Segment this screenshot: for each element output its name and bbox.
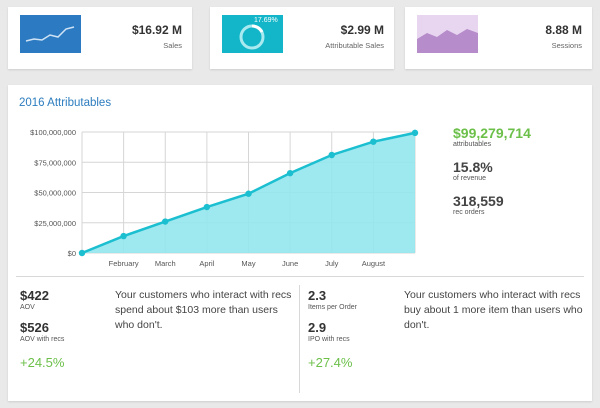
data-point bbox=[203, 203, 211, 211]
attributable-thumbnail bbox=[222, 15, 283, 53]
y-tick-label: $50,000,000 bbox=[34, 189, 76, 198]
sales-thumbnail-bg bbox=[20, 15, 81, 53]
y-tick-label: $100,000,000 bbox=[30, 128, 76, 137]
x-tick-label: May bbox=[241, 259, 255, 268]
side-stat-rec-orders: 318,559 rec orders bbox=[453, 193, 504, 216]
x-tick-label: March bbox=[155, 259, 176, 268]
ipo-change: +27.4% bbox=[308, 355, 353, 370]
attributable-sales-label: Attributable Sales bbox=[325, 41, 384, 50]
card-title: 2016 Attributables bbox=[19, 97, 112, 109]
data-point bbox=[370, 138, 377, 145]
sessions-label: Sessions bbox=[551, 41, 582, 50]
aov-with-recs-value: $526 bbox=[20, 320, 49, 335]
ipo-value: 2.3 bbox=[308, 288, 327, 303]
x-tick-label: February bbox=[109, 259, 139, 268]
ipo-label: Items per Order bbox=[308, 304, 358, 311]
aov-label: AOV bbox=[20, 304, 35, 311]
sales-label: Sales bbox=[163, 41, 182, 50]
column-divider bbox=[299, 285, 300, 393]
section-divider bbox=[16, 276, 584, 277]
side-stat-value: 15.8% bbox=[453, 159, 493, 175]
data-point bbox=[411, 129, 419, 137]
side-stat-value: $99,279,714 bbox=[453, 125, 531, 141]
line-chart-icon bbox=[25, 26, 75, 42]
donut-percent: 17.69% bbox=[254, 17, 278, 24]
aov-blurb: Your customers who interact with recs sp… bbox=[115, 289, 292, 331]
kpi-card-attributable-sales[interactable]: 17.69% $2.99 M Attributable Sales bbox=[210, 7, 394, 69]
attributables-chart: $0 $25,000,000 $50,000,000 $75,000,000 $100,… bbox=[30, 128, 419, 268]
side-stat-label: rec orders bbox=[453, 209, 485, 216]
ipo-with-recs-value: 2.9 bbox=[308, 320, 327, 335]
attributables-card: 2016 Attributables $0 $25,000,000 $50,000,… bbox=[8, 85, 592, 401]
data-point bbox=[328, 151, 335, 159]
kpi-card-sessions[interactable]: 8.88 M Sessions bbox=[405, 7, 592, 69]
side-stat-value: 318,559 bbox=[453, 193, 504, 209]
data-point bbox=[120, 232, 127, 240]
kpi-card-sales[interactable]: $16.92 M Sales bbox=[8, 7, 192, 69]
x-tick-label: August bbox=[362, 259, 386, 268]
attributable-sales-value: $2.99 M bbox=[340, 23, 384, 37]
donut-segment bbox=[251, 24, 264, 33]
side-stat-attributables: $99,279,714 attributables bbox=[453, 125, 531, 148]
ipo-blurb: Your customers who interact with recs bu… bbox=[404, 289, 583, 331]
x-tick-label: July bbox=[325, 259, 339, 268]
sales-value: $16.92 M bbox=[131, 23, 182, 37]
data-point bbox=[286, 169, 294, 177]
data-point bbox=[245, 190, 252, 197]
data-point bbox=[162, 218, 169, 225]
aov-value: $422 bbox=[20, 288, 49, 303]
sessions-thumbnail bbox=[417, 15, 478, 53]
side-stat-revenue: 15.8% of revenue bbox=[453, 159, 493, 182]
area-chart-icon bbox=[417, 29, 478, 53]
ipo-with-recs-label: IPO with recs bbox=[308, 336, 350, 343]
sessions-value: 8.88 M bbox=[545, 23, 582, 37]
side-stat-label: attributables bbox=[453, 141, 492, 148]
data-point bbox=[78, 249, 86, 257]
y-tick-label: $25,000,000 bbox=[34, 219, 76, 228]
y-tick-label: $0 bbox=[68, 249, 76, 258]
x-tick-label: June bbox=[282, 259, 298, 268]
sales-thumbnail bbox=[20, 15, 81, 53]
aov-change: +24.5% bbox=[20, 355, 65, 370]
aov-with-recs-label: AOV with recs bbox=[20, 336, 65, 343]
y-tick-label: $75,000,000 bbox=[34, 158, 76, 167]
side-stat-label: of revenue bbox=[453, 175, 487, 182]
x-tick-label: April bbox=[199, 259, 214, 268]
